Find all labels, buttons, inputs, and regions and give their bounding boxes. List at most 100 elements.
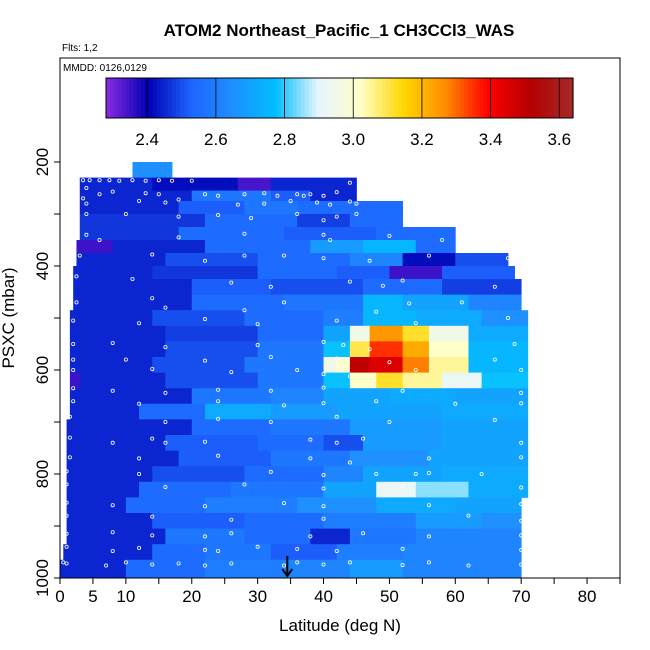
sample-point xyxy=(81,178,86,183)
heatmap-cell xyxy=(442,266,515,280)
sample-point xyxy=(110,548,115,553)
heatmap-cell xyxy=(69,388,193,405)
heatmap-cell xyxy=(428,325,469,342)
colorbar-step xyxy=(355,78,360,118)
colorbar-step xyxy=(343,78,348,118)
sample-point xyxy=(242,253,247,258)
heatmap-cell xyxy=(125,559,206,579)
colorbar-step xyxy=(288,78,294,118)
colorbar-step xyxy=(320,78,325,118)
heatmap-cell xyxy=(349,372,377,389)
colorbar-step xyxy=(257,78,263,118)
sample-point xyxy=(374,399,379,404)
colorbar-step xyxy=(549,78,555,118)
heatmap-cell xyxy=(66,466,153,483)
heatmap-cell xyxy=(323,513,417,529)
heatmap-cell xyxy=(349,253,403,267)
sample-point xyxy=(262,191,267,196)
sample-point xyxy=(64,544,69,549)
colorbar-step xyxy=(405,78,411,118)
sample-point xyxy=(229,280,234,285)
heatmap-cell xyxy=(369,357,403,373)
heatmap-cell xyxy=(336,544,403,561)
sample-point xyxy=(123,560,128,565)
sample-point xyxy=(321,504,326,509)
sample-point xyxy=(295,560,300,565)
heatmap-cell xyxy=(323,372,351,389)
heatmap-cell xyxy=(363,240,417,254)
colorbar-step xyxy=(172,78,177,118)
colorbar-step xyxy=(156,78,162,118)
latitude-marker-arrow xyxy=(281,556,294,578)
heatmap-cell xyxy=(66,513,153,529)
sample-point xyxy=(334,190,339,195)
sample-point xyxy=(268,388,273,393)
colorbar-step xyxy=(561,78,566,118)
heatmap-cell xyxy=(376,497,456,514)
sample-point xyxy=(156,178,161,183)
heatmap-cell xyxy=(112,240,206,254)
heatmap-cell xyxy=(336,403,443,420)
sample-point xyxy=(492,284,497,289)
sample-point xyxy=(74,300,79,305)
sample-point xyxy=(202,317,207,322)
colorbar-step xyxy=(129,78,134,118)
colorbar-step xyxy=(460,78,465,118)
sample-point xyxy=(268,469,273,474)
heatmap-cell xyxy=(69,372,81,389)
heatmap-cell xyxy=(323,466,364,483)
heatmap-cell xyxy=(442,403,529,420)
sample-point xyxy=(295,211,300,216)
x-tick-label: 60 xyxy=(446,587,465,606)
heatmap-cell xyxy=(204,559,285,579)
sample-point xyxy=(308,534,313,539)
colorbar-step xyxy=(429,78,434,118)
sample-point xyxy=(216,193,221,198)
heatmap-cell xyxy=(73,294,193,311)
colorbar-step xyxy=(440,78,446,118)
heatmap-cells xyxy=(60,162,529,579)
heatmap-cell xyxy=(468,325,529,342)
colorbar-step xyxy=(432,78,438,118)
heatmap-cell xyxy=(455,253,509,267)
sample-point xyxy=(202,258,207,263)
heatmap-cell xyxy=(152,357,245,373)
sample-point xyxy=(308,192,313,197)
heatmap-cell xyxy=(66,450,179,467)
sample-point xyxy=(387,233,392,238)
sample-point xyxy=(110,189,115,194)
sample-point xyxy=(301,193,306,198)
heatmap-cell xyxy=(363,435,443,451)
heatmap-cell xyxy=(481,372,529,389)
heatmap-cell xyxy=(244,466,324,483)
colorbar-step xyxy=(133,78,138,118)
x-tick-label: 20 xyxy=(182,587,201,606)
sample-point xyxy=(354,211,359,216)
sample-point xyxy=(130,178,135,183)
heatmap-cell xyxy=(455,497,522,514)
colorbar-step xyxy=(273,78,278,118)
sample-point xyxy=(123,357,128,362)
heatmap-cell xyxy=(165,435,259,451)
colorbar-step xyxy=(487,78,492,118)
heatmap-cell xyxy=(402,559,522,579)
sample-point xyxy=(492,357,497,362)
colorbar-step xyxy=(281,78,286,118)
heatmap-cell xyxy=(270,279,364,295)
heatmap-cell xyxy=(152,177,239,191)
sample-point xyxy=(295,367,300,372)
heatmap-cell xyxy=(297,497,377,514)
sample-point xyxy=(426,534,431,539)
sample-point xyxy=(163,305,168,310)
x-tick-label: 10 xyxy=(116,587,135,606)
sample-point xyxy=(268,419,273,424)
heatmap-cell xyxy=(204,240,311,254)
sample-point xyxy=(64,469,69,474)
colorbar-step xyxy=(386,78,391,118)
colorbar-step xyxy=(323,78,329,118)
colorbar-step xyxy=(265,78,271,118)
sample-point xyxy=(150,296,155,301)
sample-point xyxy=(71,357,76,362)
heatmap-cell xyxy=(191,419,272,436)
chart-title: ATOM2 Northeast_Pacific_1 CH3CCl3_WAS xyxy=(164,21,515,40)
